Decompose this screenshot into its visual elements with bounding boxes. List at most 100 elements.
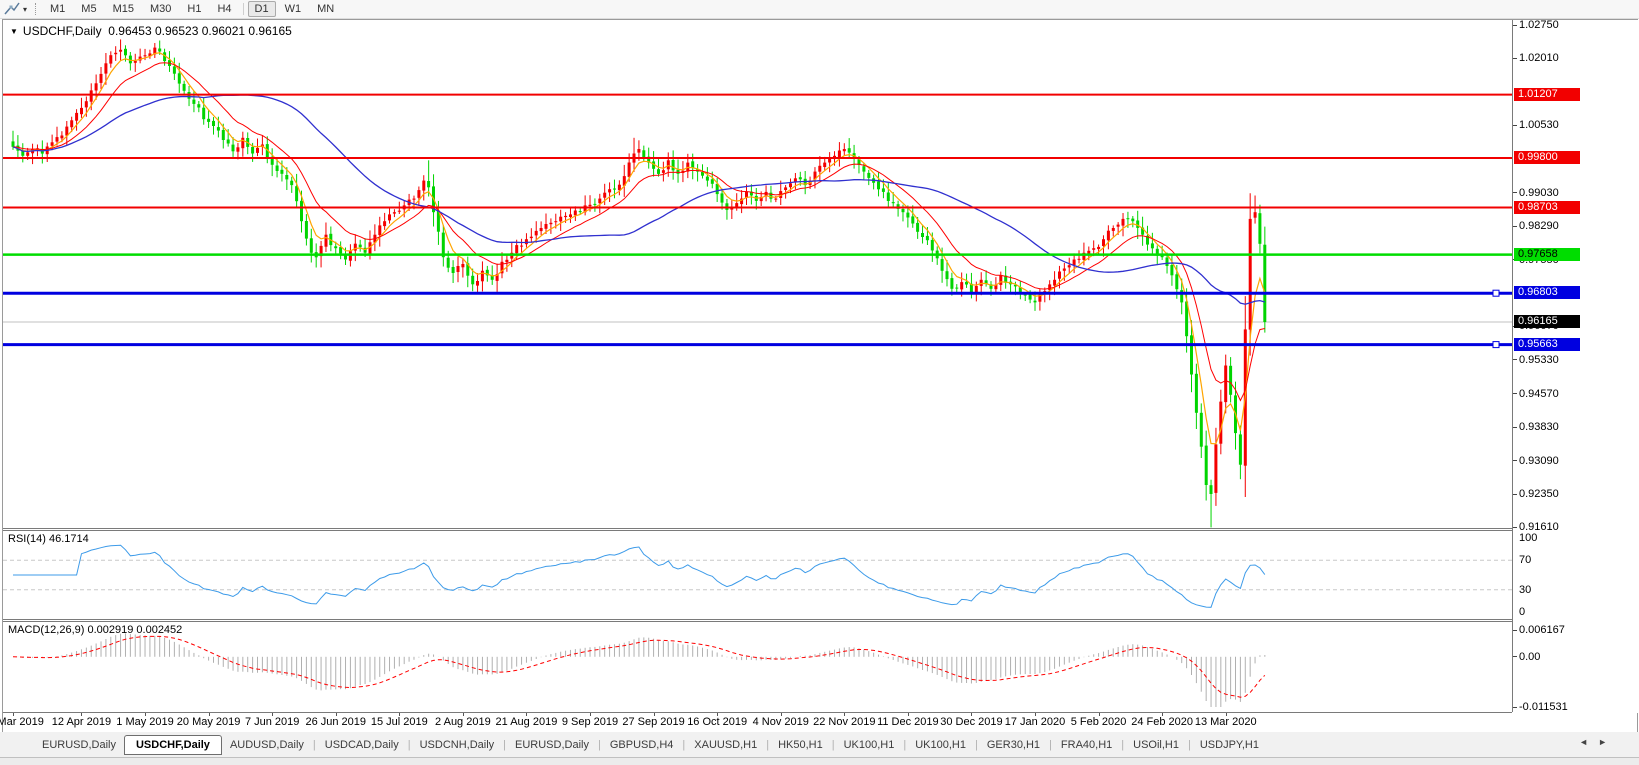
candle-body[interactable]: [348, 251, 352, 261]
candle-body[interactable]: [212, 120, 215, 126]
candle-body[interactable]: [471, 275, 475, 285]
line-drag-handle[interactable]: [1492, 341, 1500, 349]
candle-body[interactable]: [1121, 218, 1125, 226]
candle-body[interactable]: [55, 137, 59, 142]
tab-scroll-right-icon[interactable]: ►: [1598, 737, 1617, 747]
candle-body[interactable]: [280, 169, 284, 174]
candle-body[interactable]: [1190, 335, 1193, 375]
candle-body[interactable]: [1048, 284, 1052, 291]
candle-body[interactable]: [984, 280, 988, 284]
timeframe-button-w1[interactable]: W1: [284, 3, 302, 15]
candle-body[interactable]: [735, 203, 739, 208]
candle-body[interactable]: [456, 266, 460, 272]
candle-body[interactable]: [857, 159, 861, 165]
candle-body[interactable]: [622, 176, 626, 186]
tab-scroll-left-icon[interactable]: ◄: [1579, 737, 1599, 747]
candle-body[interactable]: [94, 83, 98, 91]
candle-body[interactable]: [1087, 250, 1091, 254]
candle-body[interactable]: [89, 90, 93, 102]
chart-tab-usdcad[interactable]: USDCAD,Daily: [324, 738, 399, 751]
candle-body[interactable]: [485, 269, 489, 276]
candle-body[interactable]: [593, 203, 597, 205]
candle-body[interactable]: [339, 247, 343, 254]
candle-body[interactable]: [319, 245, 323, 257]
candle-body[interactable]: [1160, 255, 1164, 258]
chart-tab-ger30[interactable]: GER30,H1: [986, 738, 1041, 751]
candle-body[interactable]: [65, 126, 69, 136]
candle-body[interactable]: [1194, 373, 1198, 413]
candle-body[interactable]: [529, 236, 533, 239]
timeframe-button-h1[interactable]: H1: [187, 3, 202, 15]
timeframe-button-m30[interactable]: M30: [149, 3, 172, 15]
timeframe-button-mn[interactable]: MN: [317, 3, 335, 15]
candle-body[interactable]: [901, 209, 905, 213]
candle-body[interactable]: [1097, 246, 1101, 250]
candle-body[interactable]: [515, 245, 519, 254]
candle-body[interactable]: [837, 150, 841, 158]
candle-body[interactable]: [994, 284, 998, 290]
candle-body[interactable]: [1111, 228, 1115, 231]
candle-body[interactable]: [84, 101, 88, 108]
candle-body[interactable]: [1072, 259, 1076, 266]
candle-body[interactable]: [1199, 412, 1203, 447]
candle-body[interactable]: [881, 188, 885, 192]
candle-body[interactable]: [1209, 485, 1213, 494]
candle-body[interactable]: [1013, 284, 1017, 287]
chart-tab-usoil[interactable]: USOil,H1: [1133, 738, 1179, 751]
candle-body[interactable]: [1018, 287, 1022, 294]
candle-body[interactable]: [940, 259, 944, 271]
candle-body[interactable]: [422, 180, 426, 191]
candle-body[interactable]: [906, 212, 910, 218]
candle-body[interactable]: [490, 275, 494, 280]
price-level-badge[interactable]: 1.01207: [1514, 87, 1580, 101]
candle-body[interactable]: [676, 169, 680, 174]
candle-body[interactable]: [627, 162, 631, 177]
candle-body[interactable]: [759, 197, 763, 202]
timeframe-button-d1[interactable]: D1: [247, 1, 276, 17]
chart-tab-usdchf[interactable]: USDCHF,Daily: [123, 734, 222, 755]
candle-body[interactable]: [75, 112, 79, 121]
candle-body[interactable]: [304, 221, 308, 239]
candle-body[interactable]: [1258, 213, 1262, 244]
chart-tab-eurusd[interactable]: EURUSD,Daily: [42, 738, 116, 751]
candle-body[interactable]: [603, 192, 607, 198]
candle-body[interactable]: [241, 137, 245, 149]
candle-body[interactable]: [1028, 293, 1032, 300]
candle-body[interactable]: [251, 146, 255, 154]
candle-body[interactable]: [965, 281, 968, 285]
candle-body[interactable]: [397, 210, 401, 212]
candle-body[interactable]: [412, 198, 416, 200]
candle-body[interactable]: [1004, 275, 1008, 283]
candle-body[interactable]: [828, 159, 832, 163]
candle-body[interactable]: [495, 274, 499, 281]
candle-body[interactable]: [784, 187, 788, 190]
candle-body[interactable]: [701, 172, 704, 176]
candle-body[interactable]: [138, 56, 142, 61]
candle-body[interactable]: [270, 156, 274, 165]
candle-body[interactable]: [383, 221, 387, 227]
candle-body[interactable]: [823, 162, 827, 167]
candle-body[interactable]: [1136, 220, 1140, 228]
candle-body[interactable]: [671, 160, 675, 171]
candle-body[interactable]: [774, 198, 778, 200]
candle-body[interactable]: [642, 150, 646, 158]
candle-body[interactable]: [847, 148, 851, 153]
candle-body[interactable]: [158, 48, 162, 52]
candle-body[interactable]: [867, 172, 871, 178]
candle-body[interactable]: [285, 175, 289, 180]
candle-body[interactable]: [334, 246, 338, 249]
symbol-dropdown-icon[interactable]: ▼: [10, 27, 18, 36]
candle-body[interactable]: [99, 73, 103, 83]
candle-body[interactable]: [564, 215, 568, 218]
candle-body[interactable]: [989, 284, 993, 289]
candle-body[interactable]: [26, 152, 30, 156]
price-level-badge[interactable]: 0.99800: [1514, 151, 1580, 165]
candle-body[interactable]: [549, 222, 553, 225]
candle-body[interactable]: [613, 188, 616, 190]
macd-panel[interactable]: [3, 622, 1512, 712]
candle-body[interactable]: [104, 63, 108, 74]
candle-body[interactable]: [720, 193, 724, 203]
candle-body[interactable]: [446, 257, 450, 268]
candle-body[interactable]: [999, 275, 1003, 285]
